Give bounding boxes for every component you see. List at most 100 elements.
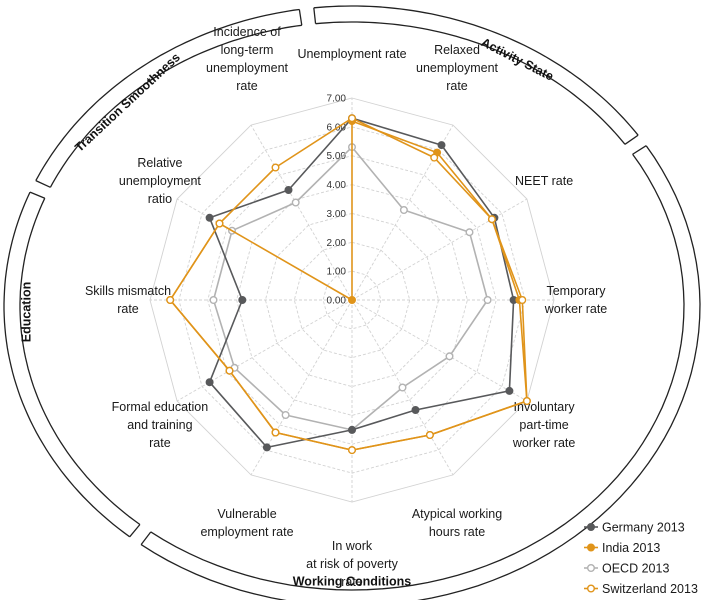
axis-label: unemployment (416, 61, 499, 75)
legend-label: Germany 2013 (602, 521, 685, 535)
frame-inner-arc (150, 153, 685, 591)
frame-cap (313, 7, 317, 24)
grid-spoke (351, 198, 528, 301)
axis-label: Atypical working (412, 507, 502, 521)
data-point (238, 296, 247, 305)
axis-label: NEET rate (515, 174, 573, 188)
data-point (348, 425, 357, 434)
data-point (437, 141, 446, 150)
axis-label-group: In work at risk of poverty rate (306, 539, 398, 589)
legend-marker (587, 564, 596, 573)
frame-education (3, 191, 141, 538)
series-line (212, 146, 489, 431)
frame-inner-arc (19, 197, 141, 526)
data-point (205, 378, 214, 387)
data-point (399, 205, 408, 214)
grid-spoke (351, 299, 528, 402)
grid-spoke (250, 124, 353, 301)
grid-spoke (176, 299, 353, 402)
frame-cap (35, 180, 51, 188)
frame-inner-arc (49, 24, 302, 188)
axis-label-group: Incidence of long-term unemployment rate (206, 25, 289, 93)
axis-label: rate (236, 79, 258, 93)
axis-label-group: Vulnerable employment rate (200, 507, 293, 539)
legend-item: India 2013 (584, 541, 660, 555)
series-germany-2013 (205, 114, 518, 452)
axis-label-group: Temporary worker rate (544, 284, 608, 316)
grid-ring (178, 126, 526, 474)
frame-transition-smoothness (35, 8, 303, 188)
tick-label: 1.00 (327, 267, 347, 278)
axis-label-group: Atypical working hours rate (412, 507, 502, 539)
axis-label: Incidence of (213, 25, 281, 39)
axis-label: long-term (221, 43, 274, 57)
frame-cap (29, 191, 46, 199)
axis-label: Formal education (112, 400, 209, 414)
legend-label: Switzerland 2013 (602, 582, 698, 596)
axis-label-group: Formal education and training rate (112, 400, 209, 450)
axis-label: Vulnerable (217, 507, 276, 521)
legend-item: OECD 2013 (584, 562, 669, 576)
tick-label: 4.00 (327, 180, 347, 191)
data-point (291, 198, 300, 207)
tick-label: 7.00 (327, 94, 347, 105)
data-point (215, 219, 224, 228)
data-point (271, 163, 280, 172)
axis-label: Relaxed (434, 43, 480, 57)
data-point (522, 397, 531, 406)
tick-label: 3.00 (327, 209, 347, 220)
axis-label: at risk of poverty (306, 557, 398, 571)
legend-marker (587, 523, 596, 532)
data-point (348, 296, 357, 305)
series-line (169, 120, 528, 451)
data-point (445, 352, 454, 361)
legend-item: Germany 2013 (584, 521, 685, 535)
data-point (209, 296, 218, 305)
axis-label-group: Relative unemployment ratio (119, 156, 202, 206)
legend-item: Switzerland 2013 (584, 582, 698, 596)
axis-label: part-time (519, 418, 568, 432)
data-point (465, 228, 474, 237)
axis-label: rate (446, 79, 468, 93)
axis-label: unemployment (206, 61, 289, 75)
axis-labels: Unemployment rate Relaxed unemployment rate… (85, 25, 607, 589)
data-point (166, 296, 175, 305)
data-point (225, 366, 234, 375)
frame-outer-arc (313, 5, 639, 136)
axis-label: rate (117, 302, 139, 316)
data-point (398, 383, 407, 392)
axis-label: employment rate (200, 525, 293, 539)
axis-label: hours rate (429, 525, 485, 539)
axis-label: rate (341, 575, 363, 589)
frame-outer-arc (35, 8, 300, 181)
data-point (483, 296, 492, 305)
frame-outer-arc (3, 191, 131, 538)
section-label-education: Education (19, 282, 33, 342)
data-point (205, 213, 214, 222)
data-point (271, 428, 280, 437)
series-oecd-2013 (209, 143, 492, 434)
data-point (518, 296, 527, 305)
frame-cap (129, 524, 141, 538)
axis-label: ratio (148, 192, 172, 206)
legend-label: OECD 2013 (602, 562, 669, 576)
tick-label: 5.00 (327, 151, 347, 162)
series-switzerland-2013 (166, 114, 531, 455)
tick-label: 2.00 (327, 238, 347, 249)
legend: Germany 2013 India 2013 OECD 2013 Switzerla… (584, 521, 698, 596)
axis-label: In work (332, 539, 373, 553)
frame-cap (140, 531, 152, 546)
axis-label: rate (149, 436, 171, 450)
series-line (208, 117, 515, 449)
axis-label: unemployment (119, 174, 202, 188)
data-series (166, 114, 531, 455)
data-point (425, 431, 434, 440)
axis-label: worker rate (544, 302, 608, 316)
data-point (411, 406, 420, 415)
axis-label: worker rate (512, 436, 576, 450)
section-label-working-conditions: Working Conditions (293, 574, 412, 588)
axis-label-group: Skills mismatch rate (85, 284, 171, 316)
